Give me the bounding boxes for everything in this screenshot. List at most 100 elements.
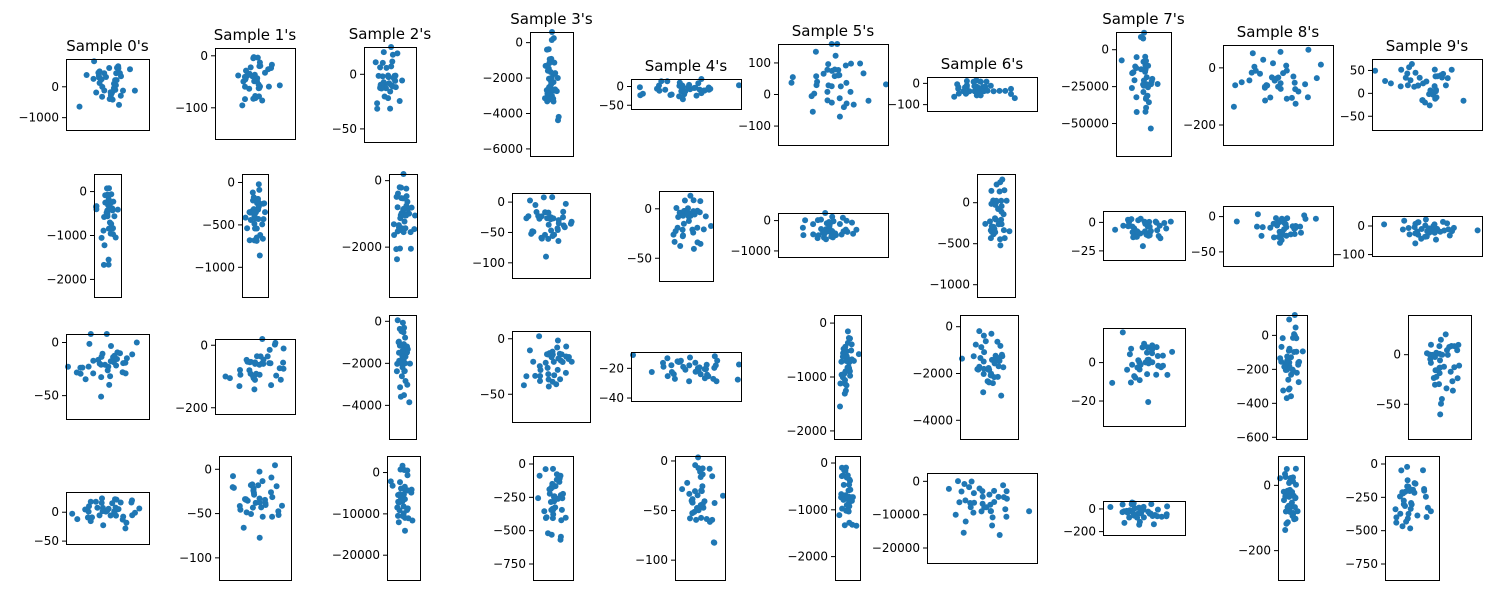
scatter-point xyxy=(998,221,1005,228)
scatter-point xyxy=(544,351,550,358)
scatter-point xyxy=(265,66,272,73)
scatter-point xyxy=(1312,215,1319,222)
scatter-point xyxy=(734,376,741,383)
scatter-point xyxy=(1400,497,1407,504)
y-tick-label: 0 xyxy=(51,336,59,350)
scatter-point xyxy=(1230,103,1237,110)
y-tick-label: −100 xyxy=(179,551,212,565)
scatter-point xyxy=(99,93,106,100)
scatter-point xyxy=(1301,212,1308,219)
scatter-point xyxy=(269,513,276,520)
scatter-point xyxy=(842,343,849,350)
scatter-point xyxy=(250,54,257,61)
axes-frame xyxy=(512,331,591,423)
scatter-point xyxy=(990,223,997,230)
y-tick-label: −50 xyxy=(187,507,212,521)
y-tick-label: 0 xyxy=(1357,86,1365,100)
scatter-point xyxy=(251,386,258,393)
axes-frame xyxy=(66,334,150,420)
scatter-point xyxy=(1289,366,1296,373)
scatter-point xyxy=(107,206,114,213)
y-tick-label: −25 xyxy=(1071,244,1096,258)
scatter-point xyxy=(551,59,558,66)
scatter-point xyxy=(545,46,552,53)
y-tick-label: −500 xyxy=(493,524,526,538)
scatter-point xyxy=(1126,351,1133,358)
scatter-point xyxy=(970,353,977,360)
scatter-point xyxy=(246,209,253,216)
scatter-point xyxy=(230,473,236,480)
scatter-point xyxy=(380,49,387,56)
scatter-point xyxy=(843,474,850,481)
scatter-point xyxy=(988,187,995,194)
scatter-point xyxy=(826,219,832,225)
scatter-point xyxy=(844,364,851,371)
scatter-point xyxy=(256,59,263,66)
y-tick-label: −1000 xyxy=(786,370,827,384)
scatter-point xyxy=(1140,82,1147,89)
scatter-point xyxy=(709,516,716,523)
scatter-point xyxy=(113,362,120,369)
scatter-point xyxy=(989,522,996,529)
scatter-point xyxy=(372,59,379,66)
scatter-point xyxy=(710,539,717,546)
scatter-point xyxy=(991,360,998,367)
scatter-point xyxy=(1444,220,1451,227)
scatter-point xyxy=(994,338,1001,345)
scatter-point xyxy=(684,209,691,216)
scatter-point xyxy=(1145,508,1152,515)
scatter-point xyxy=(545,235,552,242)
scatter-point xyxy=(1107,504,1114,510)
scatter-point xyxy=(394,256,400,263)
scatter-point xyxy=(102,199,109,206)
axes-frame xyxy=(1372,59,1483,131)
scatter-point xyxy=(99,495,105,502)
scatter-point xyxy=(273,483,280,490)
scatter-point xyxy=(802,217,809,224)
scatter-point xyxy=(401,218,408,225)
scatter-point xyxy=(690,208,697,215)
scatter-point xyxy=(1128,501,1135,508)
scatter-point xyxy=(1142,53,1149,60)
scatter-point xyxy=(132,509,138,516)
axes-frame xyxy=(675,456,726,581)
scatter-point xyxy=(692,359,699,366)
scatter-panel-37: 0 −200 xyxy=(1063,499,1186,539)
scatter-point xyxy=(1139,344,1146,351)
scatter-point xyxy=(1278,237,1285,244)
scatter-point xyxy=(255,81,262,88)
scatter-point xyxy=(962,497,969,504)
scatter-panel-20: 0 −50 xyxy=(34,331,150,420)
scatter-point xyxy=(959,355,965,362)
scatter-point xyxy=(1163,511,1170,518)
scatter-point xyxy=(250,95,257,102)
scatter-point xyxy=(828,233,835,240)
scatter-point xyxy=(699,483,706,490)
axes-frame xyxy=(835,456,861,581)
scatter-point xyxy=(111,213,118,220)
scatter-point xyxy=(74,516,81,523)
scatter-point xyxy=(1449,387,1456,394)
scatter-panel-3: Sample 3's 0 −2000 −4000 −6000 xyxy=(482,10,593,157)
scatter-point xyxy=(69,510,76,517)
axes-frame xyxy=(1276,315,1308,440)
scatter-point xyxy=(974,89,980,96)
scatter-point xyxy=(1000,482,1007,489)
scatter-point xyxy=(110,85,117,92)
scatter-point xyxy=(390,221,397,228)
scatter-point xyxy=(1433,236,1439,243)
scatter-point xyxy=(681,197,688,204)
scatter-point xyxy=(374,100,381,107)
scatter-point xyxy=(1291,349,1298,355)
scatter-point xyxy=(648,369,655,375)
scatter-point xyxy=(989,514,996,521)
scatter-point xyxy=(543,253,549,260)
scatter-point xyxy=(829,213,836,220)
scatter-point xyxy=(1134,364,1141,371)
scatter-point xyxy=(997,179,1004,186)
scatter-point xyxy=(1286,316,1293,323)
scatter-point xyxy=(396,184,403,191)
y-tick-label: 0 xyxy=(763,88,771,102)
scatter-point xyxy=(1283,67,1290,74)
scatter-point xyxy=(850,230,857,237)
